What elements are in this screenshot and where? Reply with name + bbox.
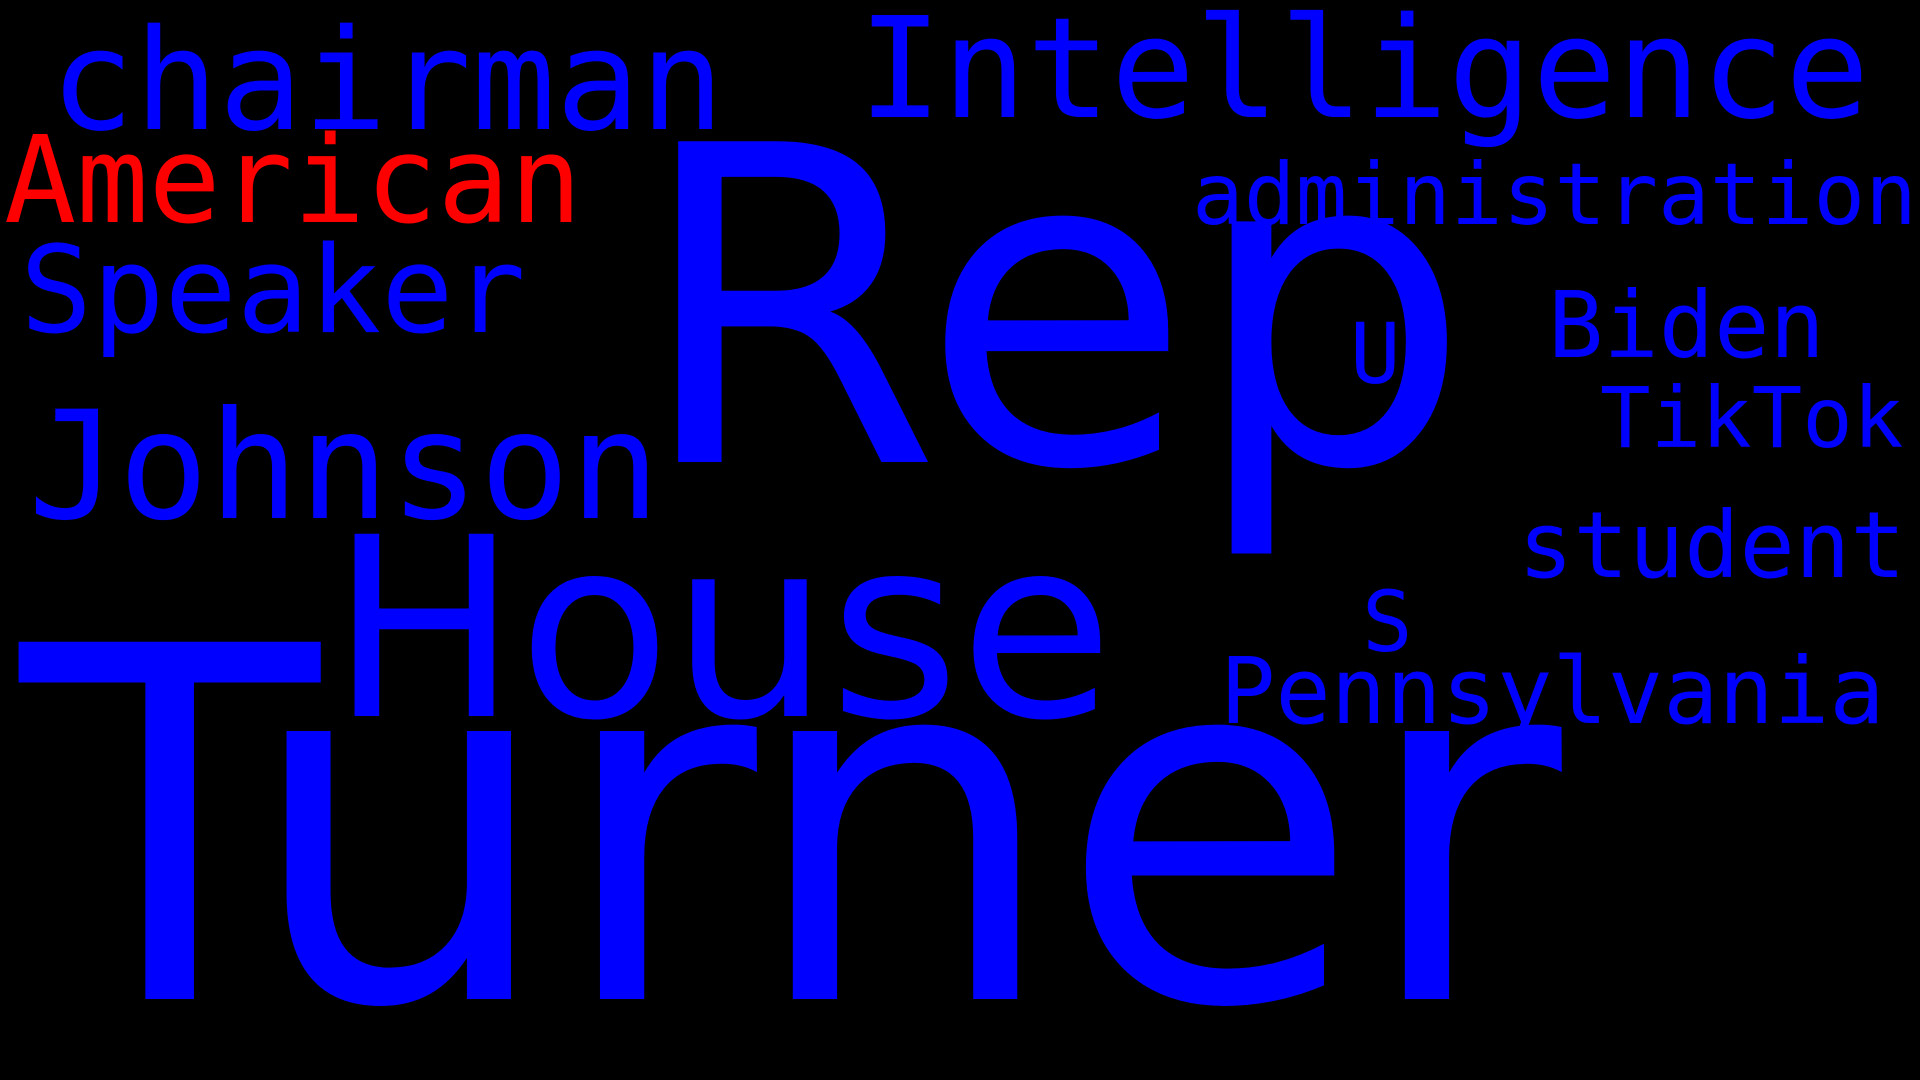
word-student: student xyxy=(1518,492,1906,599)
word-rep: Rep xyxy=(635,54,1471,566)
word-pennsylvania: Pennsylvania xyxy=(1220,638,1885,745)
word-american: American xyxy=(4,112,582,251)
word-chairman: chairman xyxy=(50,0,725,163)
word-house: House xyxy=(330,484,1114,775)
word-johnson: Johnson xyxy=(28,380,661,554)
word-s: S xyxy=(1362,573,1413,671)
word-speaker: Speaker xyxy=(20,222,526,361)
word-intelligence: Intelligence xyxy=(858,0,1870,151)
word-turner: Turner xyxy=(20,544,1562,1080)
word-administration: administration xyxy=(1192,145,1917,245)
word-tiktok: TikTok xyxy=(1600,369,1904,467)
word-biden: Biden xyxy=(1548,272,1825,379)
word-u: U xyxy=(1350,305,1401,403)
